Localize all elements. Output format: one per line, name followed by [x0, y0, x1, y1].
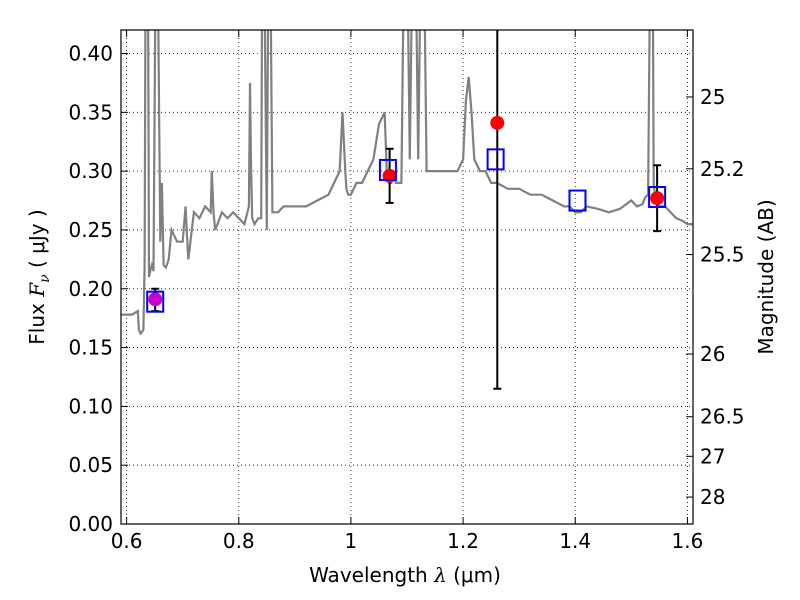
y-tick-label: 0.25 [68, 218, 113, 242]
y2-tick-label: 26.5 [700, 405, 745, 429]
y2-tick-label: 25.2 [700, 157, 745, 181]
y-tick-label: 0.10 [68, 394, 113, 418]
x-tick-label: 1.4 [559, 529, 591, 553]
synthetic-point [378, 158, 397, 181]
x-tick-label: 1 [345, 529, 358, 553]
y-tick-label: 0.00 [68, 512, 113, 536]
synthetic-point [568, 189, 587, 212]
synthetic-point [146, 290, 165, 313]
x-tick-label: 1.6 [671, 529, 703, 553]
y-tick-label: 0.30 [68, 159, 113, 183]
y-axis-ticks: 0.00 0.05 0.10 0.15 0.20 0.25 0.30 0.35 0.40 [68, 42, 128, 536]
observed-point [490, 115, 505, 130]
y-tick-label: 0.35 [68, 100, 113, 124]
observed-point [148, 292, 163, 307]
observed-point [650, 191, 665, 206]
y-tick-label: 0.20 [68, 277, 113, 301]
plot-frame [120, 29, 694, 525]
x-axis-title: Wavelength λ (μm) [309, 563, 501, 587]
x-tick-label: 1.2 [447, 529, 479, 553]
y2-tick-label: 25.5 [700, 243, 745, 267]
y2-tick-label: 26 [700, 342, 725, 366]
y-axis-title: Flux Fν ( μJy ) [25, 209, 53, 344]
synthetic-point [648, 186, 667, 209]
y-tick-label: 0.40 [68, 42, 113, 66]
model-spectrum-line [121, 30, 693, 336]
y2-axis-title: Magnitude (AB) [754, 199, 778, 354]
y2-tick-label: 27 [700, 444, 725, 468]
y-tick-label: 0.15 [68, 336, 113, 360]
observed-points [148, 115, 665, 307]
x-tick-label: 0.6 [111, 529, 143, 553]
y2-tick-label: 28 [700, 485, 725, 509]
synthetic-points [146, 148, 667, 313]
y2-axis-ticks: 25 25.2 25.5 26 26.5 27 28 [686, 85, 745, 509]
x-axis-ticks: 0.6 0.8 1 1.2 1.4 1.6 [111, 30, 703, 553]
grid [121, 30, 693, 525]
synthetic-point [486, 148, 505, 171]
x-tick-label: 0.8 [223, 529, 255, 553]
y-tick-label: 0.05 [68, 453, 113, 477]
model-spectrum [121, 30, 693, 336]
y2-tick-label: 25 [700, 85, 725, 109]
